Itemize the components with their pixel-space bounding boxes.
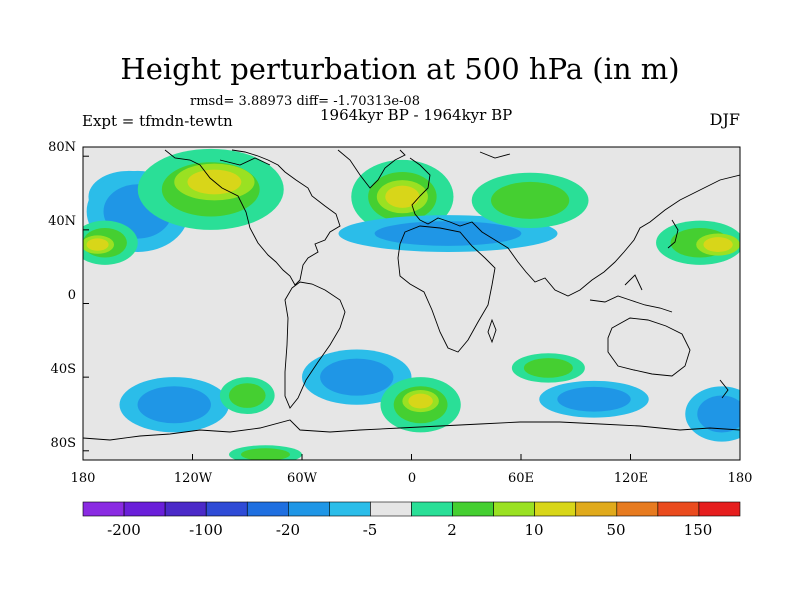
contour-n-atlantic-yellow-1 <box>385 185 420 208</box>
contour-s-pacific-cyan-1 <box>137 386 211 424</box>
coastline-antarctica <box>83 419 740 441</box>
colorbar-swatch-15 <box>698 501 741 517</box>
colorbar-label-minus-200: -200 <box>107 521 141 539</box>
coastline-australia <box>607 317 691 377</box>
colorbar-swatch-0 <box>82 501 125 517</box>
colorbar-swatch-10 <box>493 501 535 517</box>
coastline-indonesia <box>589 274 673 313</box>
lon-label-180-west: 180 <box>70 471 96 486</box>
contour-s-indian-cyan-1 <box>557 386 631 412</box>
lon-label-120e: 120E <box>613 471 649 486</box>
colorbar-label-minus-100: -100 <box>189 521 223 539</box>
axis-ticks <box>82 155 741 460</box>
colorbar-swatch-9 <box>452 501 494 517</box>
colorbar-label-minus-20: -20 <box>275 521 301 539</box>
contour-fills <box>83 148 740 460</box>
coastline-new-zealand <box>719 379 729 399</box>
lat-label-80n: 80N <box>48 140 76 155</box>
colorbar-swatch-7 <box>370 501 412 517</box>
coastline-eurasia <box>409 150 740 297</box>
lat-label-80s: 80S <box>50 436 76 451</box>
coastlines <box>83 149 740 441</box>
lon-label-120w: 120W <box>173 471 213 486</box>
contour-dateline-yellow-1 <box>86 238 109 251</box>
lat-label-40s: 40S <box>50 362 76 377</box>
lat-label-40n: 40N <box>48 214 76 229</box>
lon-label-180-east: 180 <box>727 471 753 486</box>
lon-label-60e: 60E <box>507 471 535 486</box>
contour-s-pacific-green-1 <box>228 383 266 408</box>
contour-indian-ocean-green-1 <box>523 358 573 378</box>
contour-antarctic-green-1 <box>241 448 290 460</box>
colorbar-label-2: 2 <box>447 521 457 539</box>
contour-s-ocean-yellow-1 <box>408 393 433 409</box>
rmsd-diff-stats: rmsd= 3.88973 diff= -1.70313e-08 <box>190 94 420 109</box>
contour-asia-cyan-1 <box>374 221 522 246</box>
colorbar-swatch-3 <box>205 501 248 517</box>
lat-label-0: 0 <box>67 288 76 303</box>
colorbar-swatch-2 <box>164 501 207 517</box>
colorbar-swatch-5 <box>288 501 330 517</box>
lon-label-60w: 60W <box>287 471 317 486</box>
period-label: 1964kyr BP - 1964kyr BP <box>320 106 513 124</box>
colorbar-swatch-11 <box>534 501 577 517</box>
colorbar-label-10: 10 <box>524 521 544 539</box>
coastline-arctic-islands <box>219 151 511 166</box>
coastline-japan <box>667 219 679 249</box>
coastline-south-america <box>284 281 346 409</box>
coastline-north-america <box>164 149 341 286</box>
contour-w-pacific-yellow-1 <box>703 237 733 252</box>
season-label: DJF <box>709 110 740 129</box>
colorbar-label-minus-5: -5 <box>362 521 378 539</box>
colorbar-swatch-14 <box>657 501 700 517</box>
colorbar-swatch-1 <box>123 501 166 517</box>
colorbar-label-150: 150 <box>683 521 713 539</box>
colorbar-label-50: 50 <box>606 521 626 539</box>
coastline-madagascar <box>487 318 497 344</box>
colorbar-swatch-13 <box>616 501 659 517</box>
contour-s-atlantic-cyan-1 <box>320 358 394 396</box>
coastline-africa <box>397 225 496 353</box>
colorbar <box>82 501 741 517</box>
plot-title: Height perturbation at 500 hPa (in m) <box>120 52 680 86</box>
coastline-greenland <box>337 149 406 189</box>
contour-s-pacific-east-cyan-1 <box>697 395 740 433</box>
contour-siberia-green-1 <box>490 181 570 219</box>
colorbar-swatch-6 <box>329 501 371 517</box>
experiment-label: Expt = tfmdn-tewtn <box>82 112 233 130</box>
colorbar-swatch-12 <box>575 501 618 517</box>
colorbar-swatch-4 <box>246 501 289 517</box>
colorbar-swatch-8 <box>411 501 453 517</box>
lon-label-0: 0 <box>407 471 417 486</box>
